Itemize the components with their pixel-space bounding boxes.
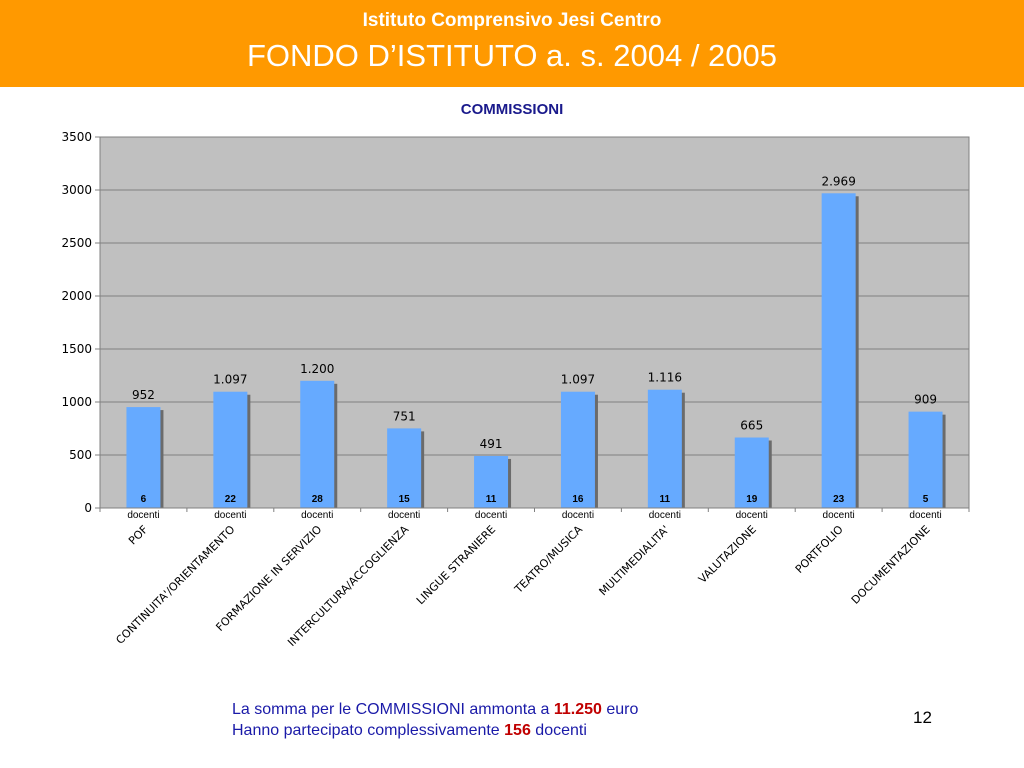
data-label: 1.097 — [213, 373, 247, 387]
bar — [560, 391, 595, 508]
docenti-label: docenti — [301, 510, 333, 521]
y-tick-label: 2500 — [61, 236, 92, 250]
bar — [126, 407, 161, 508]
docenti-count: 11 — [486, 494, 497, 505]
x-tick-label: POF — [126, 523, 150, 547]
bar — [734, 437, 769, 508]
docenti-label: docenti — [214, 510, 246, 521]
docenti-count: 23 — [833, 494, 845, 505]
y-tick-label: 3000 — [61, 183, 92, 197]
docenti-label: docenti — [909, 510, 941, 521]
summary-count-suffix: docenti — [530, 722, 587, 739]
bar — [821, 193, 856, 508]
slide-title: FONDO D’ISTITUTO a. s. 2004 / 2005 — [246, 38, 778, 73]
x-tick-label: TEATRO/MUSICA — [511, 523, 585, 597]
data-label: 665 — [740, 419, 763, 433]
school-name: Istituto Comprensivo Jesi Centro — [362, 10, 662, 31]
bar — [474, 455, 509, 508]
docenti-count: 16 — [572, 494, 584, 505]
x-tick-label: VALUTAZIONE — [696, 523, 759, 586]
docenti-label: docenti — [475, 510, 507, 521]
y-tick-label: 1500 — [61, 342, 92, 356]
data-label: 491 — [480, 437, 503, 451]
y-tick-label: 500 — [69, 448, 92, 462]
y-tick-label: 2000 — [61, 289, 92, 303]
page-number: 12 — [913, 708, 932, 727]
summary-amount-suffix: euro — [601, 701, 639, 718]
x-tick-label: LINGUE STRANIERE — [414, 523, 498, 607]
title-banner: Istituto Comprensivo Jesi Centro FONDO D… — [0, 0, 1024, 87]
docenti-count: 11 — [660, 494, 671, 505]
y-tick-label: 1000 — [61, 395, 92, 409]
docenti-count: 19 — [746, 494, 758, 505]
docenti-label: docenti — [562, 510, 594, 521]
chart-title: COMMISSIONI — [460, 101, 564, 118]
y-tick-label: 3500 — [61, 130, 92, 144]
docenti-label: docenti — [736, 510, 768, 521]
bar — [213, 391, 248, 508]
summary-line-amount: La somma per le COMMISSIONI ammonta a 11… — [232, 699, 638, 720]
total-amount: 11.250 — [553, 701, 602, 718]
docenti-count: 5 — [923, 494, 929, 505]
docenti-count: 28 — [312, 494, 324, 505]
data-label: 1.200 — [300, 362, 334, 376]
summary-count-prefix: Hanno partecipato complessivamente — [232, 722, 505, 739]
docenti-count: 6 — [141, 494, 147, 505]
total-docenti: 156 — [504, 722, 531, 739]
data-label: 2.969 — [821, 174, 855, 188]
data-label: 909 — [914, 393, 937, 407]
docenti-label: docenti — [649, 510, 681, 521]
x-tick-label: PORTFOLIO — [793, 523, 846, 576]
data-label: 1.116 — [648, 371, 682, 385]
docenti-label: docenti — [388, 510, 420, 521]
bar — [647, 389, 682, 508]
bar-chart: 0 500 1000 1500 2000 2500 3000 3500 952 6 docenti P… — [61, 130, 970, 649]
bar — [908, 411, 943, 508]
bar — [387, 428, 422, 508]
summary-text: La somma per le COMMISSIONI ammonta a 11… — [232, 699, 638, 741]
summary-line-participants: Hanno partecipato complessivamente 156 d… — [232, 720, 638, 741]
docenti-count: 15 — [399, 494, 411, 505]
data-label: 751 — [393, 409, 416, 423]
y-tick-label: 0 — [84, 501, 92, 515]
x-tick-label: MULTIMEDIALITA' — [597, 523, 672, 598]
x-tick-label: DOCUMENTAZIONE — [849, 523, 933, 607]
docenti-count: 22 — [225, 494, 237, 505]
docenti-label: docenti — [127, 510, 159, 521]
data-label: 1.097 — [561, 373, 595, 387]
bar — [300, 380, 335, 508]
summary-amount-prefix: La somma per le COMMISSIONI ammonta a — [232, 701, 554, 718]
data-label: 952 — [132, 388, 155, 402]
docenti-label: docenti — [823, 510, 855, 521]
